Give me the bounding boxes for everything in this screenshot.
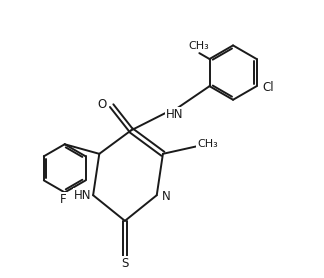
Text: F: F xyxy=(60,193,66,206)
Text: HN: HN xyxy=(166,108,183,121)
Text: CH₃: CH₃ xyxy=(188,41,209,51)
Text: O: O xyxy=(98,98,107,111)
Text: S: S xyxy=(121,257,129,270)
Text: N: N xyxy=(162,190,170,203)
Text: CH₃: CH₃ xyxy=(197,139,218,149)
Text: Cl: Cl xyxy=(262,81,274,94)
Text: HN: HN xyxy=(74,189,91,202)
